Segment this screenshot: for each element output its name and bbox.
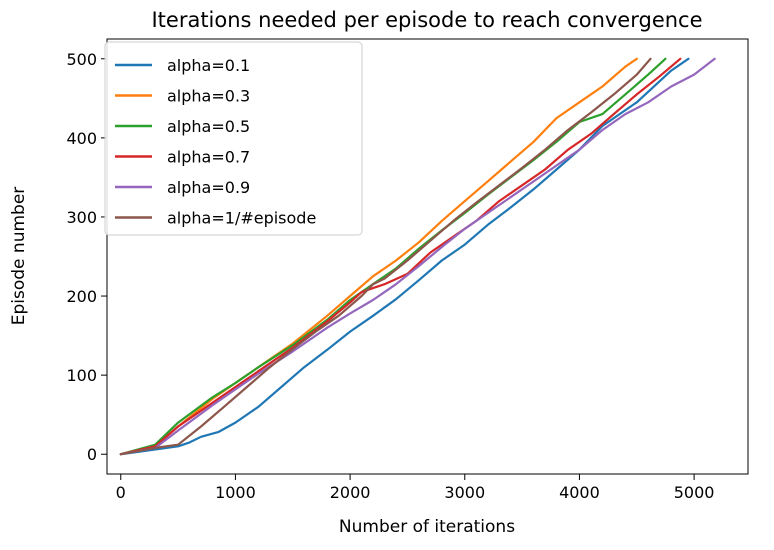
legend-label: alpha=0.7 xyxy=(167,148,250,167)
x-tick-label: 4000 xyxy=(559,483,600,502)
chart-title: Iterations needed per episode to reach c… xyxy=(151,8,702,32)
y-tick-label: 400 xyxy=(66,129,97,148)
x-axis-label: Number of iterations xyxy=(339,517,515,537)
plot-frame xyxy=(106,38,749,475)
y-tick-label: 0 xyxy=(87,445,97,464)
legend-label: alpha=0.9 xyxy=(167,178,250,197)
y-axis-label: Episode number xyxy=(9,187,29,326)
legend-label: alpha=0.3 xyxy=(167,87,250,106)
legend-label: alpha=0.5 xyxy=(167,117,250,136)
x-axis: 0 1000 2000 3000 4000 5000 xyxy=(116,474,715,502)
x-tick-label: 2000 xyxy=(330,483,371,502)
y-tick-label: 300 xyxy=(66,208,97,227)
series-line-6 xyxy=(119,57,652,456)
plot-area xyxy=(119,57,716,456)
legend-box xyxy=(104,41,363,236)
x-tick-label: 5000 xyxy=(674,483,715,502)
x-tick-label: 0 xyxy=(116,483,126,502)
x-tick-label: 1000 xyxy=(215,483,256,502)
y-axis: 0 100 200 300 400 500 xyxy=(66,50,107,464)
legend-label: alpha=1/#episode xyxy=(167,209,316,228)
y-tick-label: 100 xyxy=(66,366,97,385)
legend: alpha=0.1 alpha=0.3 alpha=0.5 alpha=0.7 alph… xyxy=(104,41,363,236)
y-tick-label: 200 xyxy=(66,287,97,306)
legend-label: alpha=0.1 xyxy=(167,56,250,75)
y-tick-label: 500 xyxy=(66,50,97,69)
series-line-3 xyxy=(119,57,667,456)
series-line-5 xyxy=(119,57,716,456)
x-tick-label: 3000 xyxy=(444,483,485,502)
